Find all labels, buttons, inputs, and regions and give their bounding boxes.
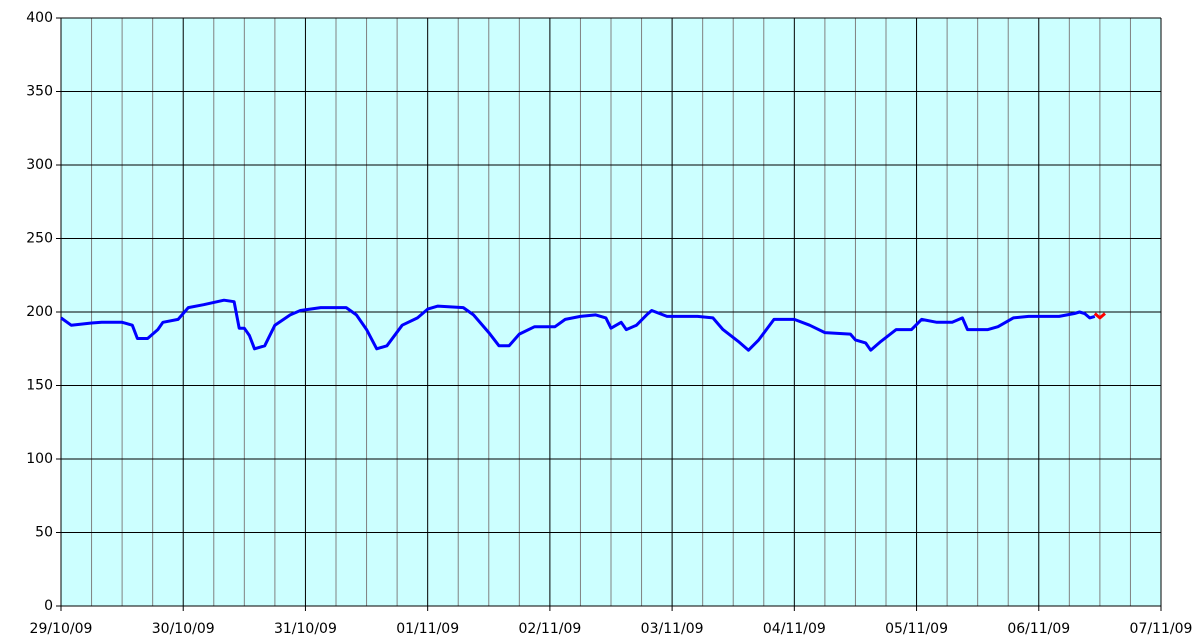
y-tick-label: 100 [26, 451, 53, 467]
series-line [60, 298, 1096, 352]
x-tick-label: 31/10/09 [274, 621, 337, 637]
x-tick-label: 07/11/09 [1130, 621, 1193, 637]
y-tick-label: 50 [35, 525, 53, 541]
x-tick-label: 01/11/09 [396, 621, 459, 637]
series-line [1093, 312, 1106, 320]
x-tick-label: 05/11/09 [885, 621, 948, 637]
y-tick-label: 350 [26, 84, 53, 100]
x-tick-label: 03/11/09 [641, 621, 704, 637]
x-tick-label: 29/10/09 [30, 621, 93, 637]
x-tick-label: 02/11/09 [518, 621, 581, 637]
y-tick-label: 0 [44, 598, 53, 614]
y-tick-label: 200 [26, 304, 53, 320]
y-tick-label: 400 [26, 10, 53, 26]
x-tick-label: 30/10/09 [152, 621, 215, 637]
y-tick-label: 150 [26, 378, 53, 394]
y-tick-label: 250 [26, 231, 53, 247]
x-tick-label: 06/11/09 [1007, 621, 1070, 637]
y-tick-label: 300 [26, 157, 53, 173]
x-tick-label: 04/11/09 [763, 621, 826, 637]
